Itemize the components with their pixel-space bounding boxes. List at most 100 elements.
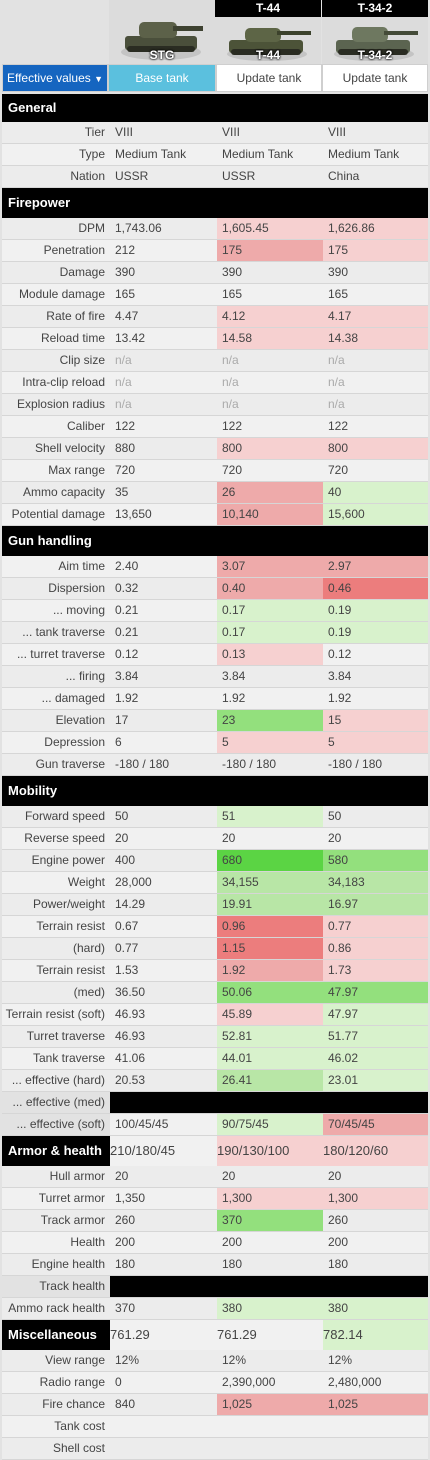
row-label: Health xyxy=(70,1235,105,1249)
tank-column-stg[interactable]: STG xyxy=(109,0,215,64)
value-cell: 12% xyxy=(222,1353,247,1367)
value-cell: 20 xyxy=(328,1169,342,1183)
row-label: ... damaged xyxy=(41,691,105,705)
row-label: Reload time xyxy=(40,331,105,345)
table-row: View range 12% 12% 12% xyxy=(2,1350,428,1372)
value-cell: 12% xyxy=(115,1353,140,1367)
value-cell: 40 xyxy=(323,482,428,503)
value-cell: 15,600 xyxy=(323,504,428,525)
table-row: Explosion radius n/a n/a n/a xyxy=(2,394,428,416)
table-row: Damage 390 390 390 xyxy=(2,262,428,284)
value-cell: -180 / 180 xyxy=(115,757,170,771)
tank-column-t44[interactable]: T-44 T-44 xyxy=(215,0,321,64)
row-label: Explosion radius xyxy=(16,397,105,411)
value-cell: VIII xyxy=(328,125,347,139)
value-cell: 13,650 xyxy=(115,507,152,521)
effective-values-dropdown[interactable]: Effective values ▼ xyxy=(2,64,108,92)
row-label: ... moving xyxy=(52,603,105,617)
table-row: Max range 720 720 720 xyxy=(2,460,428,482)
value-cell: 0 xyxy=(115,1375,122,1389)
value-cell xyxy=(110,1416,217,1437)
table-row: Reload time 13.42 14.58 14.38 xyxy=(2,328,428,350)
table-row: Elevation 17 23 15 xyxy=(2,710,428,732)
table-row: DPM 1,743.06 1,605.45 1,626.86 xyxy=(2,218,428,240)
table-row: Track health xyxy=(2,1276,428,1298)
value-cell: n/a xyxy=(328,353,345,367)
value-cell: 0.17 xyxy=(217,622,323,643)
value-cell: 200 xyxy=(328,1235,349,1249)
value-cell: 122 xyxy=(222,419,243,433)
value-cell: 3.84 xyxy=(222,669,246,683)
value-cell: 26 xyxy=(217,482,323,503)
row-label: Potential damage xyxy=(11,507,105,521)
tank-column-t342[interactable]: T-34-2 T-34-2 xyxy=(322,0,428,64)
value-cell: 20 xyxy=(222,1169,236,1183)
table-row: Ammo rack health 370 380 380 xyxy=(2,1298,428,1320)
value-cell: 0.19 xyxy=(323,600,428,621)
value-cell: 16.97 xyxy=(323,894,428,915)
table-row: Tank traverse 41.06 44.01 46.02 xyxy=(2,1048,428,1070)
table-row: Dispersion 0.32 0.40 0.46 xyxy=(2,578,428,600)
value-cell: Medium Tank xyxy=(222,147,294,161)
table-row: ... turret traverse 0.12 0.13 0.12 xyxy=(2,644,428,666)
value-cell: 0.12 xyxy=(328,647,352,661)
row-label: Turret armor xyxy=(38,1191,105,1205)
row-label: Dispersion xyxy=(48,581,105,595)
row-label: Turret traverse xyxy=(26,1029,105,1043)
update-tank-button-2[interactable]: Update tank xyxy=(322,64,428,92)
row-label: ... tank traverse xyxy=(22,625,105,639)
value-cell: 180 xyxy=(328,1257,349,1271)
value-cell: 4.17 xyxy=(323,306,428,327)
value-cell: 70/45/45 xyxy=(323,1114,428,1135)
value-cell xyxy=(217,1416,323,1437)
update-tank-button-1[interactable]: Update tank xyxy=(216,64,322,92)
table-row: Forward speed 50 51 50 xyxy=(2,806,428,828)
row-label: Nation xyxy=(70,169,105,183)
row-label: Module damage xyxy=(18,287,105,301)
row-label: Track armor xyxy=(40,1213,105,1227)
row-label: Elevation xyxy=(55,713,105,727)
value-cell: 840 xyxy=(115,1397,136,1411)
caret-down-icon: ▼ xyxy=(94,74,104,84)
value-cell: 122 xyxy=(115,419,136,433)
section-divider xyxy=(110,1092,428,1113)
row-label: Ammo capacity xyxy=(22,485,105,499)
value-cell: 14.58 xyxy=(217,328,323,349)
value-cell: 2,480,000 xyxy=(328,1375,382,1389)
value-cell: 180 xyxy=(222,1257,243,1271)
row-label: Weight xyxy=(67,875,105,889)
value-cell: 0.21 xyxy=(115,625,139,639)
table-row: Ammo capacity 35 26 40 xyxy=(2,482,428,504)
row-label: Rate of fire xyxy=(46,309,105,323)
value-cell: 1,025 xyxy=(217,1394,323,1415)
table-row: Power/weight 14.29 19.91 16.97 xyxy=(2,894,428,916)
row-label: Terrain resist xyxy=(36,919,105,933)
value-cell: 260 xyxy=(115,1213,136,1227)
value-cell: 0.46 xyxy=(323,578,428,599)
section-title: Firepower xyxy=(8,195,71,210)
value-cell: 1,626.86 xyxy=(323,218,428,239)
table-row: Engine health 180 180 180 xyxy=(2,1254,428,1276)
row-label: Type xyxy=(78,147,105,161)
table-row: (hard) 0.77 1.15 0.86 xyxy=(2,938,428,960)
row-label: Engine health xyxy=(31,1257,105,1271)
value-cell: 1.92 xyxy=(222,691,246,705)
value-cell: 2.40 xyxy=(115,559,139,573)
row-label: Shell cost xyxy=(52,1441,105,1455)
table-row: Rate of fire 4.47 4.12 4.17 xyxy=(2,306,428,328)
value-cell: 580 xyxy=(323,850,428,871)
value-cell: 17 xyxy=(115,713,129,727)
value-cell: 190/130/100 xyxy=(217,1136,323,1166)
table-row: Gun traverse -180 / 180 -180 / 180 -180 / 1… xyxy=(2,754,428,776)
base-tank-button[interactable]: Base tank xyxy=(108,64,216,92)
value-cell: 1.92 xyxy=(115,691,139,705)
value-cell: 20 xyxy=(115,1169,129,1183)
row-label: Caliber xyxy=(66,419,105,433)
comparison-table: General Tier VIII VIII VIII Type Medium Tank Me… xyxy=(2,94,428,1460)
value-cell: 46.93 xyxy=(115,1029,146,1043)
tank-caption: T-44 xyxy=(255,48,280,62)
value-cell: 3.84 xyxy=(115,669,139,683)
value-cell: 212 xyxy=(115,243,136,257)
table-row: Caliber 122 122 122 xyxy=(2,416,428,438)
value-cell: 260 xyxy=(328,1213,349,1227)
